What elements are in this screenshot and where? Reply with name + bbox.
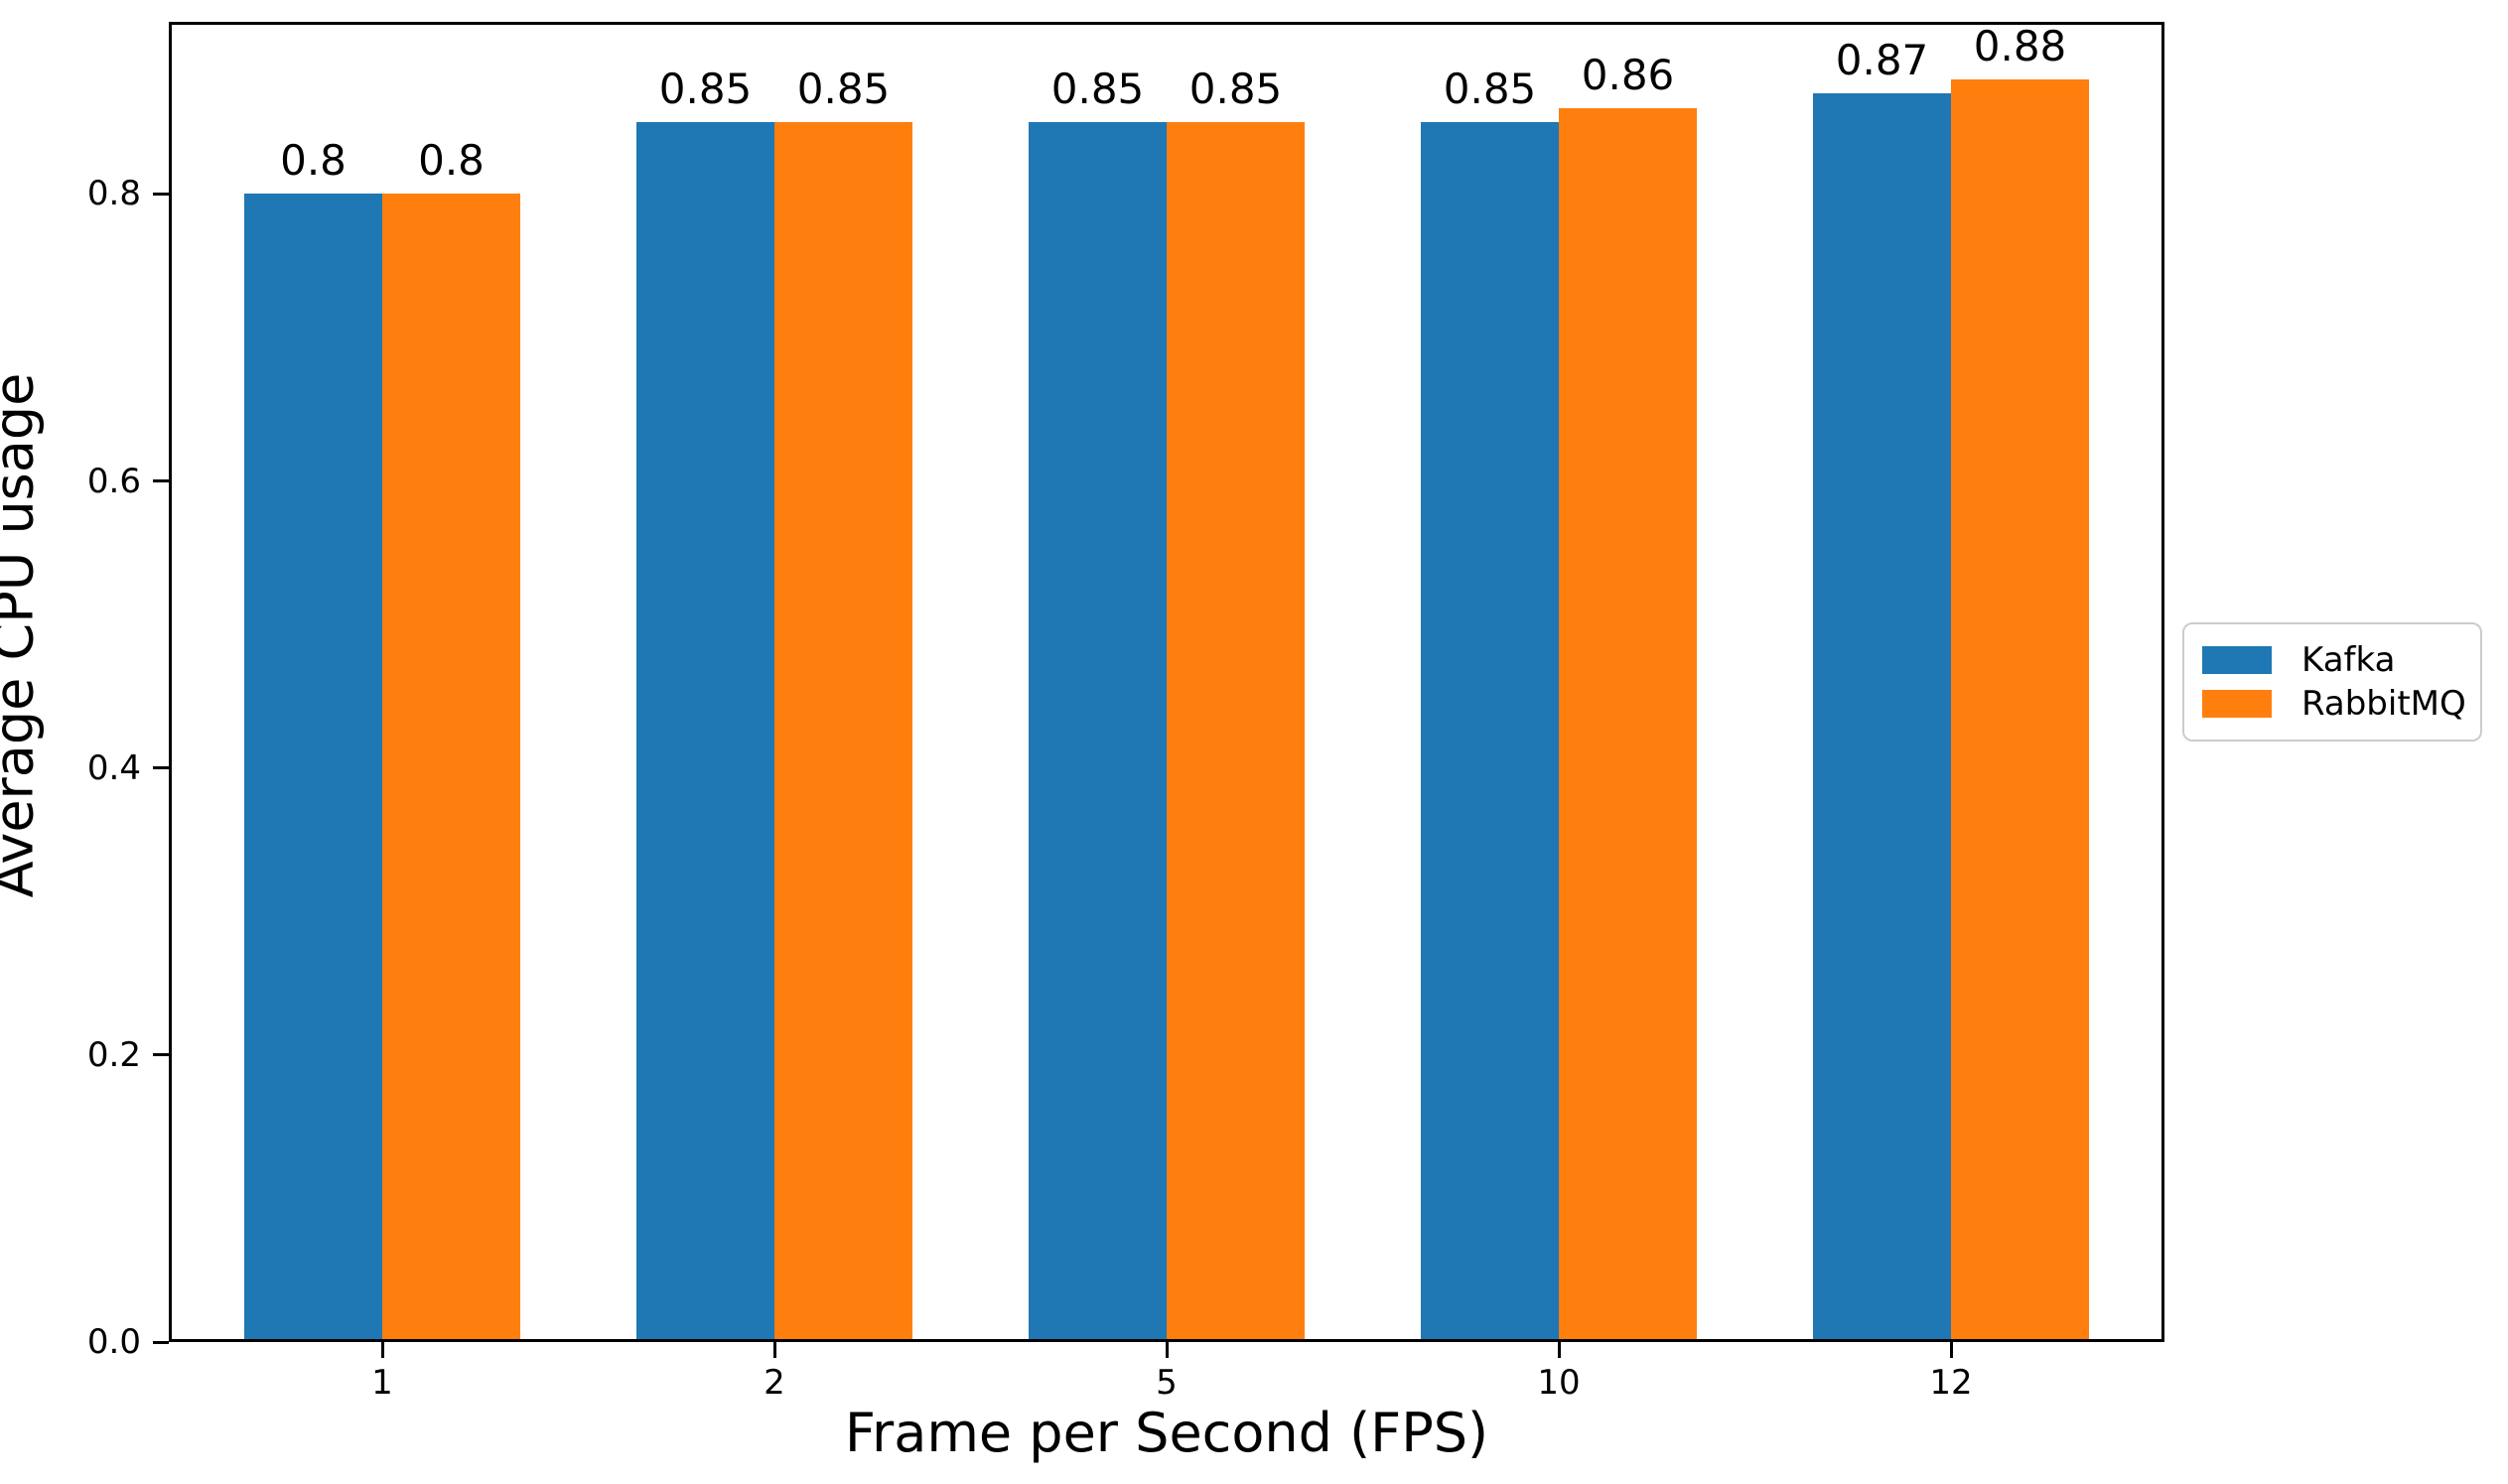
- y-tick-mark: [153, 192, 169, 196]
- y-tick-mark: [153, 479, 169, 483]
- bar-rabbitmq-fps-10: [1559, 107, 1697, 1339]
- bar-kafka-fps-12: [1813, 93, 1951, 1339]
- bar-value-label: 0.86: [1581, 50, 1675, 99]
- bar-value-label: 0.8: [280, 136, 347, 186]
- bar-kafka-fps-2: [636, 122, 774, 1339]
- y-axis-title: Average CPU usage: [0, 372, 46, 898]
- bar-kafka-fps-5: [1029, 122, 1167, 1339]
- bar-rabbitmq-fps-1: [382, 194, 520, 1339]
- x-tick-label: 5: [1156, 1363, 1178, 1403]
- x-tick-label: 10: [1537, 1363, 1581, 1403]
- bar-rabbitmq-fps-2: [774, 122, 912, 1339]
- x-tick-label: 12: [1929, 1363, 1973, 1403]
- rabbitmq-color-swatch: [2202, 690, 2272, 718]
- y-tick-label: 0.0: [86, 1322, 141, 1362]
- y-tick-label: 0.4: [86, 747, 141, 788]
- x-tick-mark: [772, 1342, 776, 1358]
- bar-value-label: 0.85: [1443, 65, 1537, 114]
- y-tick-label: 0.2: [86, 1034, 141, 1075]
- x-tick-mark: [1165, 1342, 1169, 1358]
- bar-value-label: 0.8: [418, 136, 485, 186]
- legend-label-kafka: Kafka: [2301, 640, 2396, 680]
- bar-rabbitmq-fps-12: [1951, 78, 2089, 1339]
- bar-value-label: 0.88: [1973, 21, 2067, 70]
- x-tick-mark: [1557, 1342, 1561, 1358]
- bar-value-label: 0.85: [1188, 65, 1283, 114]
- bar-value-label: 0.85: [658, 65, 753, 114]
- x-tick-mark: [1949, 1342, 1953, 1358]
- kafka-color-swatch: [2202, 646, 2272, 674]
- bar-kafka-fps-1: [244, 194, 382, 1339]
- x-axis-title: Frame per Second (FPS): [844, 1402, 1489, 1464]
- bar-kafka-fps-10: [1421, 122, 1559, 1339]
- x-tick-mark: [380, 1342, 384, 1358]
- y-tick-mark: [153, 1053, 169, 1057]
- y-tick-mark: [153, 766, 169, 770]
- legend-label-rabbitmq: RabbitMQ: [2301, 684, 2466, 724]
- legend: Kafka RabbitMQ: [2182, 622, 2482, 742]
- y-tick-label: 0.8: [86, 174, 141, 214]
- x-tick-label: 2: [764, 1363, 785, 1403]
- y-tick-mark: [153, 1340, 169, 1344]
- legend-item-kafka: Kafka: [2202, 638, 2462, 682]
- bar-value-label: 0.87: [1835, 36, 1929, 85]
- y-tick-label: 0.6: [86, 461, 141, 501]
- bar-value-label: 0.85: [796, 65, 891, 114]
- y-axis-title-wrapper: Average CPU usage: [0, 110, 46, 898]
- legend-item-rabbitmq: RabbitMQ: [2202, 682, 2466, 726]
- bar-rabbitmq-fps-5: [1167, 122, 1305, 1339]
- bar-value-label: 0.85: [1050, 65, 1145, 114]
- x-tick-label: 1: [371, 1363, 393, 1403]
